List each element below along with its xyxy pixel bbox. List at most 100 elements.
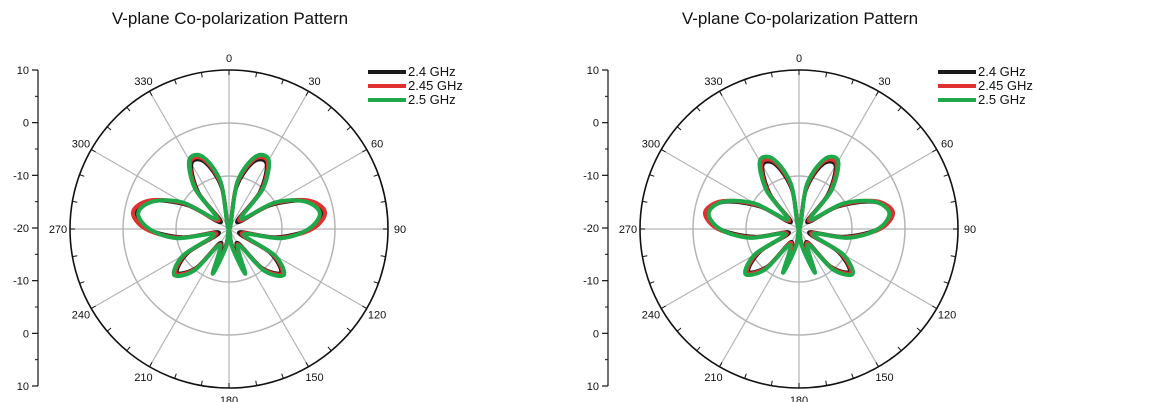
- angle-tick-label: 240: [642, 310, 660, 322]
- radial-tick-label: 10: [587, 65, 599, 77]
- angle-tick-mark: [875, 362, 879, 367]
- legend-label: 2.4 GHz: [408, 64, 456, 79]
- angle-tick-mark: [943, 281, 949, 284]
- grid-spoke: [718, 228, 800, 367]
- angle-tick-mark: [281, 79, 284, 85]
- angle-tick-mark: [875, 91, 879, 96]
- angle-tick-mark: [897, 346, 902, 352]
- angle-tick-mark: [932, 305, 937, 309]
- radial-tick-label: 0: [23, 118, 29, 130]
- angle-tick-mark: [281, 373, 284, 379]
- angle-tick-mark: [373, 281, 379, 284]
- angle-tick-mark: [305, 362, 309, 367]
- angle-tick-mark: [661, 149, 666, 153]
- angle-tick-mark: [642, 255, 648, 258]
- legend-label: 2.45 GHz: [408, 78, 463, 93]
- angle-tick-label: 270: [619, 224, 637, 236]
- angle-tick-label: 0: [226, 53, 232, 65]
- angle-tick-label: 180: [220, 395, 238, 402]
- angle-tick-mark: [719, 362, 723, 367]
- radial-tick-label: 10: [587, 381, 599, 393]
- angle-tick-mark: [719, 91, 723, 96]
- angle-tick-label: 150: [305, 372, 323, 384]
- grid-spoke: [228, 228, 310, 367]
- polar-plot: 0 30 60 90 120 150 180 210 240 270 300 330 10 0 -10 -20…: [13, 53, 463, 402]
- angle-tick-mark: [106, 327, 112, 332]
- angle-tick-mark: [744, 79, 747, 85]
- angle-tick-mark: [851, 79, 854, 85]
- angle-tick-label: 30: [878, 76, 890, 88]
- angle-tick-mark: [91, 149, 96, 153]
- angle-tick-label: 210: [134, 372, 152, 384]
- angle-tick-label: 210: [704, 372, 722, 384]
- angle-tick-label: 180: [790, 395, 808, 402]
- legend-label: 2.4 GHz: [978, 64, 1026, 79]
- angle-tick-label: 90: [394, 224, 406, 236]
- angle-tick-label: 240: [72, 310, 90, 322]
- angle-tick-label: 300: [642, 139, 660, 151]
- grid-spoke: [148, 228, 230, 367]
- angle-tick-mark: [79, 281, 85, 284]
- angle-tick-mark: [676, 126, 682, 131]
- angle-tick-label: 30: [308, 76, 320, 88]
- angle-tick-mark: [79, 174, 85, 177]
- legend-label: 2.45 GHz: [978, 78, 1033, 93]
- angle-tick-mark: [91, 305, 96, 309]
- angle-tick-mark: [255, 72, 258, 78]
- angle-tick-mark: [149, 362, 153, 367]
- series-line-2.5-ghz: [706, 154, 892, 278]
- grid-spoke: [798, 228, 880, 367]
- polar-chart-right: V-plane Co-polarization Pattern 0 30 60 90 1…: [570, 0, 1130, 402]
- angle-tick-mark: [851, 373, 854, 379]
- angle-tick-mark: [744, 373, 747, 379]
- angle-tick-mark: [126, 346, 131, 352]
- angle-tick-label: 330: [134, 76, 152, 88]
- angle-tick-mark: [916, 126, 922, 131]
- radial-tick-label: -10: [13, 170, 29, 182]
- angle-tick-mark: [380, 255, 386, 258]
- polar-chart-left: V-plane Co-polarization Pattern 0 30 60 90 1…: [0, 0, 560, 402]
- angle-tick-label: 120: [368, 310, 386, 322]
- series-line-2.5-ghz: [136, 152, 322, 279]
- angle-tick-mark: [950, 255, 956, 258]
- angle-tick-mark: [362, 305, 367, 309]
- radial-tick-label: 0: [593, 118, 599, 130]
- angle-tick-mark: [174, 373, 177, 379]
- angle-tick-mark: [72, 200, 78, 203]
- angle-tick-mark: [770, 380, 773, 386]
- angle-tick-label: 300: [72, 139, 90, 151]
- angle-tick-mark: [642, 200, 648, 203]
- radial-tick-label: -20: [583, 223, 599, 235]
- angle-tick-label: 60: [371, 139, 383, 151]
- angle-tick-mark: [305, 91, 309, 96]
- angle-tick-label: 0: [796, 53, 802, 65]
- angle-tick-mark: [149, 91, 153, 96]
- angle-tick-mark: [346, 327, 352, 332]
- angle-tick-mark: [649, 281, 655, 284]
- angle-tick-label: 90: [964, 224, 976, 236]
- angle-tick-mark: [825, 380, 828, 386]
- radial-tick-label: 10: [17, 381, 29, 393]
- angle-tick-mark: [676, 327, 682, 332]
- angle-tick-label: 270: [49, 224, 67, 236]
- radial-tick-label: 0: [593, 328, 599, 340]
- angle-tick-mark: [696, 346, 701, 352]
- radial-tick-label: 0: [23, 328, 29, 340]
- angle-tick-mark: [106, 126, 112, 131]
- angle-tick-mark: [346, 126, 352, 131]
- angle-tick-mark: [200, 380, 203, 386]
- angle-tick-mark: [126, 106, 131, 112]
- angle-tick-mark: [327, 346, 332, 352]
- legend-label: 2.5 GHz: [408, 92, 456, 107]
- radial-tick-label: -20: [13, 223, 29, 235]
- angle-tick-mark: [380, 200, 386, 203]
- angle-tick-mark: [770, 72, 773, 78]
- angle-tick-label: 60: [941, 139, 953, 151]
- angle-tick-mark: [950, 200, 956, 203]
- angle-tick-mark: [373, 174, 379, 177]
- angle-tick-label: 120: [938, 310, 956, 322]
- polar-plot: 0 30 60 90 120 150 180 210 240 270 300 330 10 0 -10 -20…: [583, 53, 1033, 402]
- angle-tick-mark: [825, 72, 828, 78]
- angle-tick-mark: [72, 255, 78, 258]
- angle-tick-mark: [200, 72, 203, 78]
